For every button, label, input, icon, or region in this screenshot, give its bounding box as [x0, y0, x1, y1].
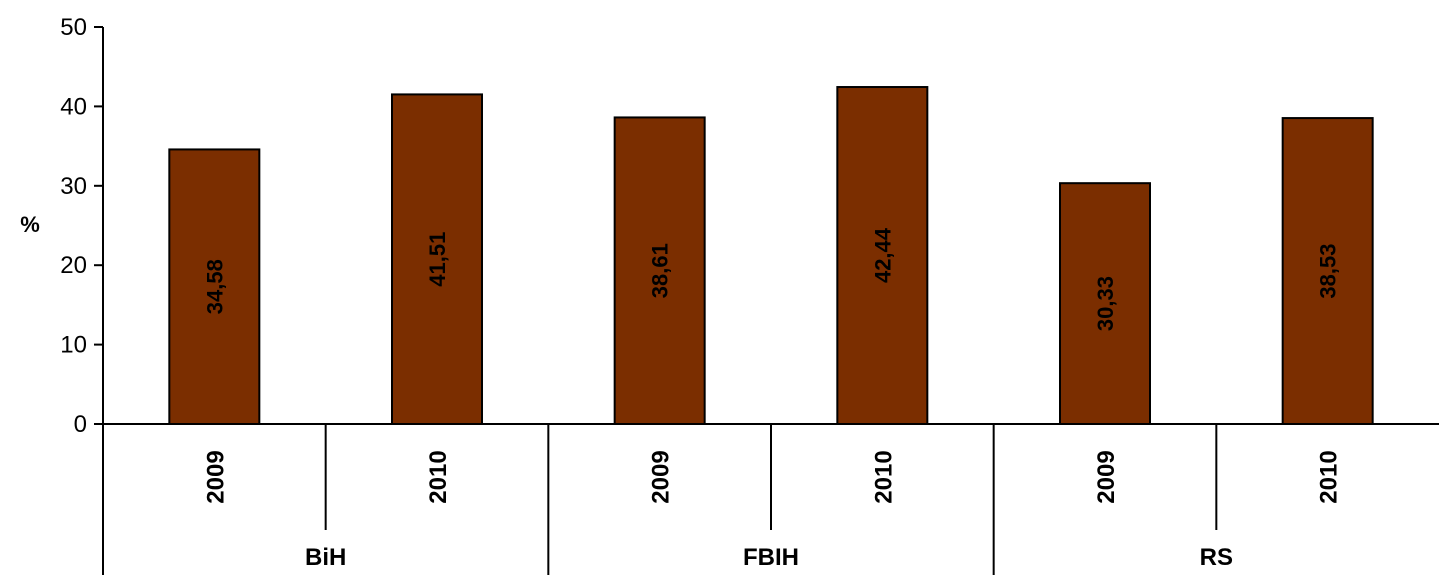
bar — [613, 116, 706, 425]
data-label: 30,33 — [1093, 276, 1118, 331]
y-tick-label: 20 — [60, 252, 87, 279]
bar — [1059, 182, 1151, 425]
group-label: RS — [1200, 544, 1233, 571]
data-label: 41,51 — [425, 232, 450, 287]
y-tick-label: 10 — [60, 332, 87, 359]
y-tick-label: 50 — [60, 14, 87, 41]
category-label: 2009 — [1093, 450, 1120, 503]
x-axis: BiH 2009 2010 FBIH 2009 2010 RS 2009 2010 — [103, 423, 1439, 575]
category-label: 2010 — [425, 450, 452, 503]
y-tick-label: 40 — [60, 93, 87, 120]
data-label: 38,61 — [648, 243, 673, 298]
category-label: 2009 — [202, 450, 229, 503]
y-axis-label: % — [20, 212, 40, 237]
category-label: 2010 — [870, 450, 897, 503]
group-label: BiH — [305, 544, 346, 571]
y-tick-label: 30 — [60, 173, 87, 200]
y-tick-label: 0 — [74, 411, 87, 438]
bar — [391, 93, 483, 425]
group-label: FBIH — [743, 544, 799, 571]
y-axis: 0 10 20 30 40 50 — [60, 14, 104, 575]
bar — [1281, 117, 1374, 425]
category-label: 2009 — [648, 450, 675, 503]
bar — [836, 86, 929, 425]
data-label: 42,44 — [870, 227, 895, 283]
bars: 34,58 41,51 38,61 42,44 30,33 38,53 — [168, 86, 1374, 425]
data-label: 38,53 — [1316, 244, 1341, 299]
data-label: 34,58 — [202, 259, 227, 314]
category-label: 2010 — [1316, 450, 1343, 503]
